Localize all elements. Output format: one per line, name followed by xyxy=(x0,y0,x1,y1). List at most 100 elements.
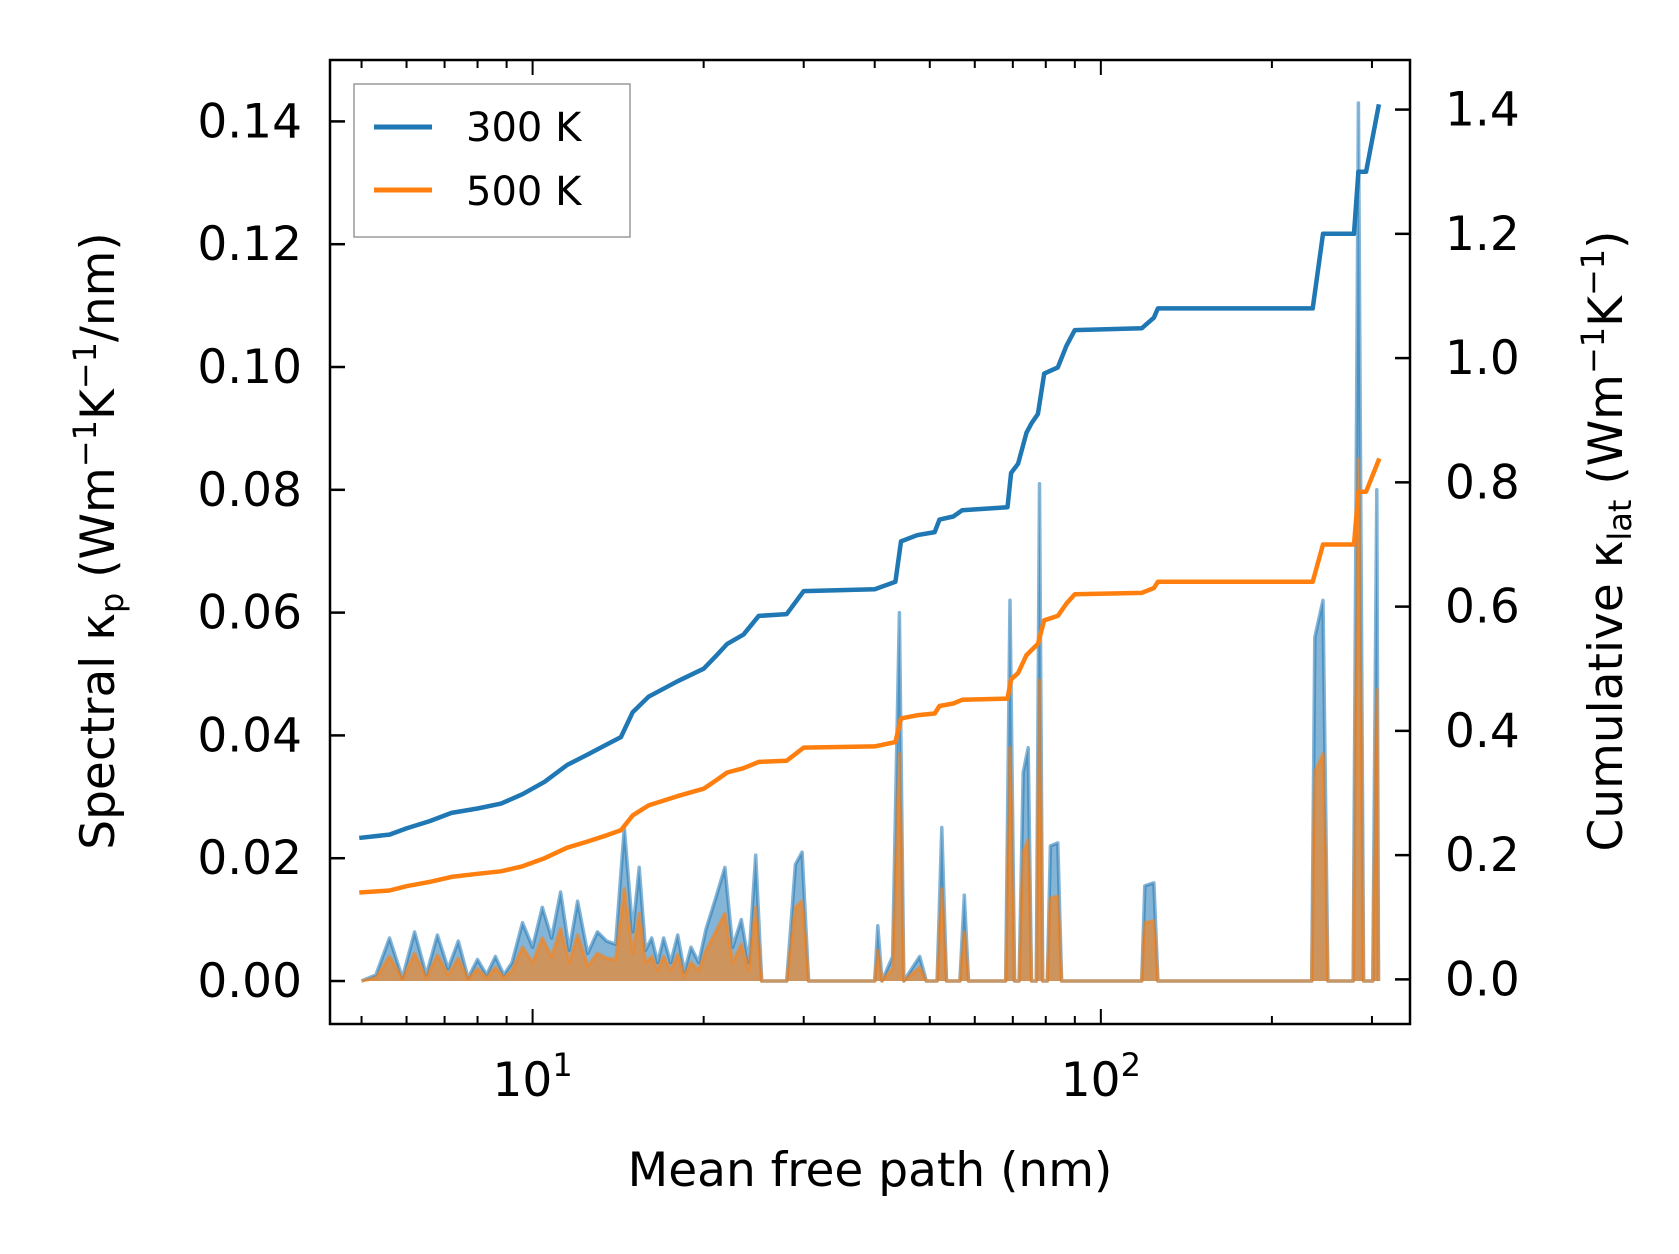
spectral-point-500k-62 xyxy=(964,931,966,933)
spectral-point-300k-16 xyxy=(532,946,534,948)
axes: 0.00 0.02 0.04 0.06 0.08 0.10 0.12 0.14 0.0 0.2 0.… xyxy=(197,58,1520,1108)
x-tick-label: 102 xyxy=(1061,1046,1141,1108)
spectral-point-500k-48 xyxy=(801,900,803,902)
spectral-point-300k-40 xyxy=(724,867,726,869)
spectral-point-500k-76 xyxy=(1057,896,1059,898)
axes-frame xyxy=(328,58,1412,1026)
spectral-point-500k-26 xyxy=(624,888,626,890)
spectral-point-500k-54 xyxy=(899,753,901,755)
legend-frame xyxy=(353,83,631,238)
cumulative-line-300k xyxy=(359,103,1382,841)
spectral-point-500k-28 xyxy=(638,913,640,915)
spectral-point-300k-39 xyxy=(715,897,717,899)
spectral-point-300k-28 xyxy=(638,867,640,869)
spectral-point-300k-59 xyxy=(941,827,943,829)
legend-label-300k: 300 K xyxy=(466,105,583,151)
spectral-point-300k-62 xyxy=(964,894,966,896)
legend: 300 K 500 K xyxy=(353,83,631,238)
spectral-point-300k-19 xyxy=(560,891,562,893)
spectral-point-500k-69 xyxy=(1027,839,1029,841)
x-tick-label-exponent: 2 xyxy=(1121,1046,1141,1084)
left-tick-label: 0.00 xyxy=(197,954,302,1009)
spectral-point-500k-21 xyxy=(577,934,579,936)
left-axis-title-post: /nm) xyxy=(71,232,126,342)
spectral-point-300k-38 xyxy=(705,928,707,930)
left-axis-title-sup1: −1 xyxy=(66,420,104,467)
spectral-point-300k-72 xyxy=(1039,483,1041,485)
spectral-point-500k-42 xyxy=(741,943,743,945)
spectral-point-500k-44 xyxy=(755,907,757,909)
spectral-point-300k-87 xyxy=(1358,102,1360,104)
spectral-point-500k-84 xyxy=(1322,753,1324,755)
right-tick-label: 1.4 xyxy=(1445,83,1520,138)
right-tick-label: 0.2 xyxy=(1445,828,1520,883)
spectral-point-300k-30 xyxy=(651,937,653,939)
spectral-point-300k-4 xyxy=(414,931,416,933)
spectral-point-300k-27 xyxy=(632,931,634,933)
right-axis-title-k: K xyxy=(1579,295,1634,327)
legend-label-500k: 500 K xyxy=(466,169,583,215)
spectral-point-300k-8 xyxy=(458,940,460,942)
left-axis-title-main: Spectral κ xyxy=(71,613,126,850)
spectral-point-300k-51 xyxy=(877,925,879,927)
spectral-point-500k-87 xyxy=(1358,458,1360,460)
spectral-point-500k-80 xyxy=(1153,920,1155,922)
spectral-point-300k-80 xyxy=(1153,882,1155,884)
left-axis-title-subscript: p xyxy=(93,593,131,613)
right-axis-title-unit: (Wm xyxy=(1579,374,1634,500)
spectral-point-300k-23 xyxy=(597,931,599,933)
right-tick-label: 1.2 xyxy=(1445,207,1520,262)
spectral-point-300k-41 xyxy=(732,946,734,948)
spectral-point-500k-72 xyxy=(1039,679,1041,681)
spectral-point-500k-68 xyxy=(1022,851,1024,853)
spectral-point-300k-21 xyxy=(577,900,579,902)
spectral-line-500k xyxy=(361,457,1381,983)
spectral-point-300k-83 xyxy=(1314,636,1316,638)
right-tick-label: 0.6 xyxy=(1445,580,1520,635)
right-axis-title-post: ) xyxy=(1579,230,1634,248)
left-tick-label: 0.04 xyxy=(197,708,302,763)
spectral-point-300k-48 xyxy=(801,851,803,853)
x-tick-label-base: 10 xyxy=(1061,1053,1121,1108)
spectral-point-300k-84 xyxy=(1322,600,1324,602)
right-tick-label: 0.0 xyxy=(1445,952,1520,1007)
spectral-point-300k-34 xyxy=(677,934,679,936)
left-axis-title-unit: (Wm xyxy=(71,467,126,593)
spectral-point-300k-69 xyxy=(1027,747,1029,749)
spectral-point-300k-47 xyxy=(795,864,797,866)
plot-area xyxy=(359,101,1382,983)
spectral-point-300k-65 xyxy=(1009,600,1011,602)
spectral-point-500k-47 xyxy=(795,907,797,909)
spectral-point-500k-17 xyxy=(542,937,544,939)
spectral-point-300k-54 xyxy=(899,612,901,614)
spectral-point-500k-39 xyxy=(715,931,717,933)
left-tick-label: 0.08 xyxy=(197,463,302,518)
spectral-point-300k-68 xyxy=(1022,772,1024,774)
right-axis-title: Cumulative κlat (Wm−1K−1) xyxy=(1574,230,1639,851)
spectral-point-300k-90 xyxy=(1376,489,1378,491)
right-tick-label: 0.8 xyxy=(1445,455,1520,510)
spectral-point-300k-79 xyxy=(1144,885,1146,887)
spectral-point-300k-44 xyxy=(755,854,757,856)
spectral-point-500k-83 xyxy=(1314,772,1316,774)
left-tick-label: 0.10 xyxy=(197,340,302,395)
spectral-point-300k-75 xyxy=(1050,845,1052,847)
spectral-point-300k-17 xyxy=(542,907,544,909)
right-tick-label: 0.4 xyxy=(1445,704,1520,759)
spectral-point-300k-24 xyxy=(606,940,608,942)
left-tick-label: 0.06 xyxy=(197,586,302,641)
spectral-area-500k xyxy=(361,459,1379,982)
left-axis-title: Spectral κp (Wm−1K−1/nm) xyxy=(66,232,131,849)
right-axis-title-sup2: −1 xyxy=(1574,249,1612,296)
spectral-point-300k-36 xyxy=(690,946,692,948)
left-tick-label: 0.12 xyxy=(197,217,302,272)
right-axis-title-sup1: −1 xyxy=(1574,327,1612,374)
spectral-point-300k-18 xyxy=(551,937,553,939)
spectral-point-500k-15 xyxy=(522,946,524,948)
spectral-point-300k-6 xyxy=(437,934,439,936)
spectral-point-300k-15 xyxy=(522,922,524,924)
x-tick-label-base: 10 xyxy=(493,1053,553,1108)
x-axis-title: Mean free path (nm) xyxy=(628,1143,1113,1198)
spectral-point-500k-40 xyxy=(724,913,726,915)
